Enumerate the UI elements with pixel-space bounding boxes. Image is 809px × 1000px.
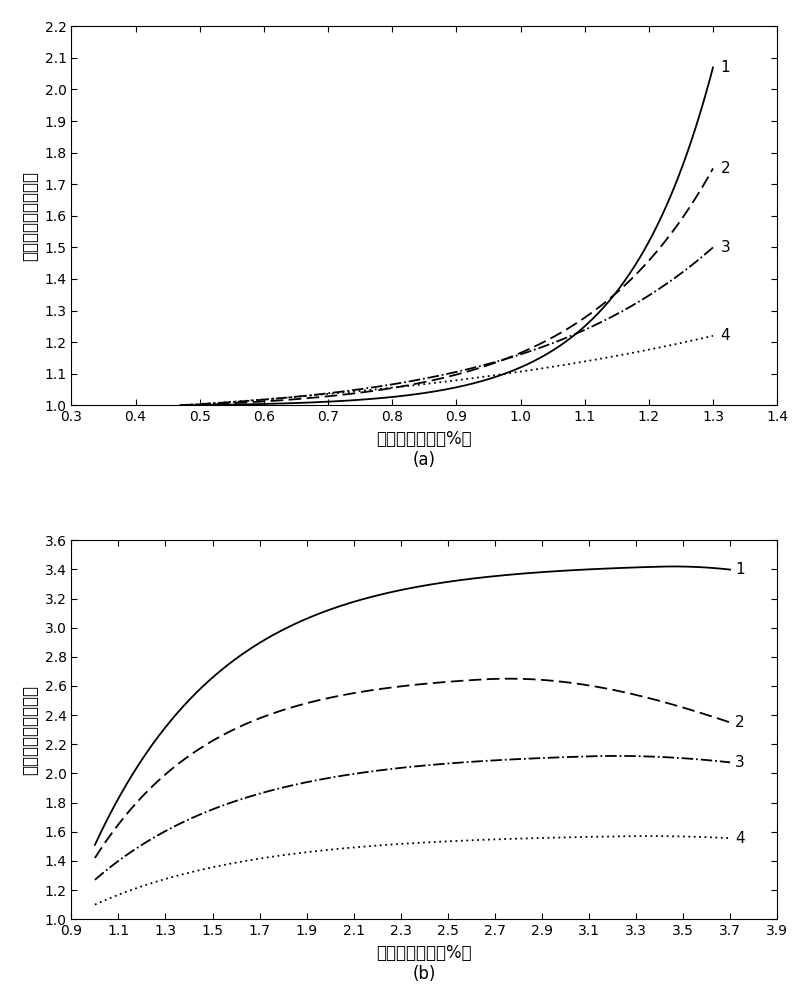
Y-axis label: 有机碳含量恢复系数: 有机碳含量恢复系数 [21, 171, 39, 261]
X-axis label: 镜质体反射率（%）: 镜质体反射率（%） [376, 944, 472, 962]
Text: 4: 4 [721, 328, 731, 343]
Text: 4: 4 [735, 831, 744, 846]
Text: (b): (b) [413, 965, 436, 983]
Text: 1: 1 [735, 562, 744, 577]
Text: 3: 3 [735, 755, 744, 770]
Y-axis label: 有机碳含量恢复系数: 有机碳含量恢复系数 [21, 685, 39, 775]
Text: (a): (a) [413, 451, 436, 469]
Text: 2: 2 [721, 161, 731, 176]
X-axis label: 镜质体反射率（%）: 镜质体反射率（%） [376, 430, 472, 448]
Text: 3: 3 [721, 240, 731, 255]
Text: 1: 1 [721, 60, 731, 75]
Text: 2: 2 [735, 715, 744, 730]
